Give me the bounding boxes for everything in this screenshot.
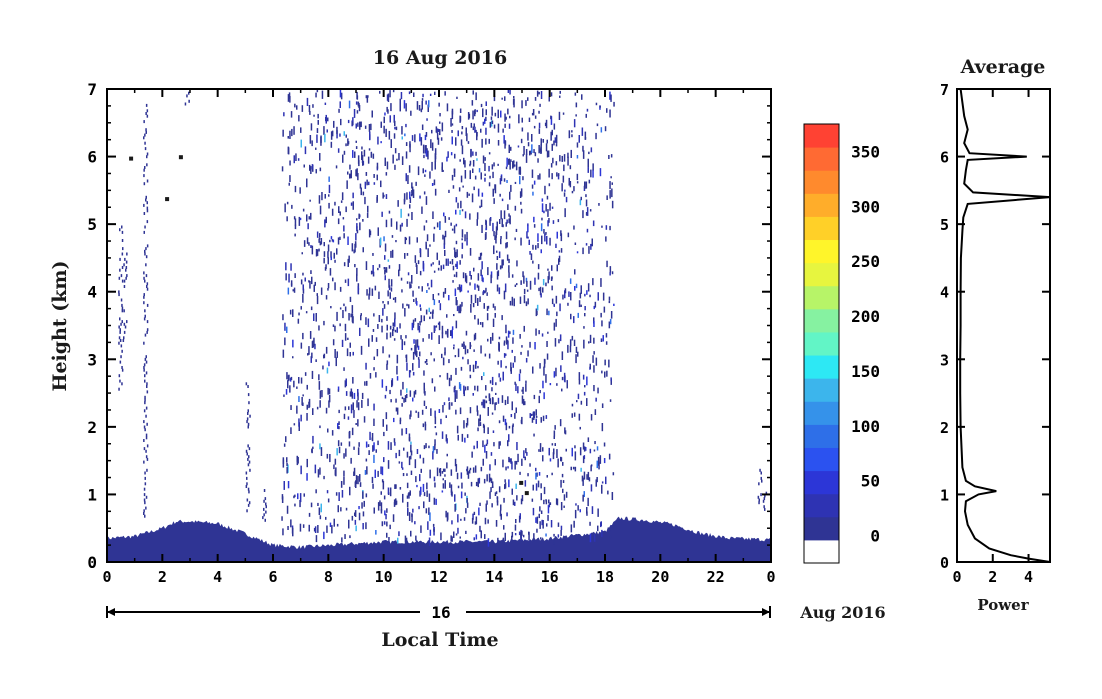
colorbar-tick-label: 100 bbox=[851, 417, 880, 436]
colorbar-swatch bbox=[804, 355, 839, 379]
heatmap-y-tick-label: 5 bbox=[87, 215, 97, 234]
heatmap-x-tick-label: 16 bbox=[541, 568, 559, 586]
colorbar-swatch bbox=[804, 424, 839, 448]
heatmap-xlabel: Local Time bbox=[381, 629, 498, 651]
profile-series-line bbox=[959, 88, 1051, 563]
heatmap-y-tick-label: 1 bbox=[87, 485, 97, 504]
colorbar-swatch bbox=[804, 216, 839, 241]
colorbar-tick-label: 0 bbox=[870, 527, 880, 546]
colorbar-swatch bbox=[804, 470, 839, 495]
colorbar-frame bbox=[803, 123, 840, 564]
heatmap-y-tick-label: 6 bbox=[87, 148, 97, 167]
colorbar-swatch bbox=[804, 308, 839, 333]
colorbar-swatch bbox=[804, 285, 839, 310]
colorbar-swatch bbox=[804, 193, 839, 217]
heatmap-y-tick-label: 3 bbox=[87, 350, 97, 369]
colorbar-swatch bbox=[804, 262, 839, 287]
profile-y-tick-label: 3 bbox=[940, 351, 949, 369]
colorbar-swatch bbox=[804, 124, 839, 148]
profile-y-tick-label: 5 bbox=[940, 216, 949, 234]
profile-y-tick-label: 6 bbox=[940, 149, 949, 167]
day-label: 16 bbox=[431, 603, 450, 622]
heatmap-x-tick-label: 0 bbox=[766, 568, 775, 586]
date-suffix: Aug 2016 bbox=[799, 603, 885, 622]
colorbar-swatch bbox=[804, 378, 839, 402]
heatmap-x-tick-label: 22 bbox=[707, 568, 725, 586]
day-bar: 16 bbox=[106, 603, 771, 622]
heatmap-x-axis: 0 2 4 6 8 10 12 14 16 18 20 22 0 bbox=[102, 89, 776, 586]
profile-y-axis: 0 1 2 3 4 5 6 7 bbox=[940, 81, 1050, 572]
colorbar-swatch bbox=[804, 147, 839, 171]
heatmap-y-tick-label: 0 bbox=[87, 553, 97, 572]
colorbar-swatch bbox=[804, 401, 839, 425]
colorbar-tick-label: 250 bbox=[851, 252, 880, 271]
profile-y-tick-label: 1 bbox=[940, 486, 949, 504]
colorbar-swatch bbox=[804, 331, 839, 356]
heatmap-ylabel: Height (km) bbox=[49, 261, 71, 392]
colorbar-tick-label: 300 bbox=[851, 197, 880, 216]
colorbar-tick-label: 150 bbox=[851, 362, 880, 381]
colorbar-swatch bbox=[804, 493, 839, 518]
heatmap-plot-area bbox=[107, 89, 771, 562]
colorbar-tick-label: 50 bbox=[861, 472, 880, 491]
heatmap-x-tick-label: 0 bbox=[102, 568, 111, 586]
surface-layer bbox=[107, 516, 771, 562]
echo-noise bbox=[118, 89, 768, 547]
profile-y-tick-label: 0 bbox=[940, 554, 949, 572]
colorbar-swatch bbox=[804, 239, 839, 264]
heatmap-x-tick-label: 10 bbox=[375, 568, 393, 586]
heatmap-x-tick-label: 14 bbox=[485, 568, 503, 586]
heatmap-x-tick-label: 12 bbox=[430, 568, 448, 586]
heatmap-x-tick-label: 18 bbox=[596, 568, 614, 586]
colorbar-swatch bbox=[804, 516, 839, 541]
heatmap-x-tick-label: 4 bbox=[213, 568, 222, 586]
profile-frame bbox=[956, 88, 1051, 563]
average-profile-chart: Average 0 2 4 0 1 2 3 4 5 6 7 Power bbox=[940, 56, 1051, 614]
heatmap-x-tick-label: 8 bbox=[324, 568, 333, 586]
profile-x-tick-label: 4 bbox=[1024, 568, 1033, 586]
heatmap-title: 16 Aug 2016 bbox=[373, 47, 507, 69]
profile-x-tick-label: 0 bbox=[952, 568, 961, 586]
profile-y-tick-label: 2 bbox=[940, 419, 949, 437]
colorbar-swatch bbox=[804, 447, 839, 472]
heatmap-y-tick-label: 7 bbox=[87, 80, 97, 99]
colorbar: 0 50 100 150 200 250 300 350 bbox=[803, 123, 880, 564]
colorbar-tick-label: 350 bbox=[851, 142, 880, 161]
colorbar-swatch bbox=[804, 539, 839, 564]
profile-xlabel: Power bbox=[977, 596, 1029, 614]
profile-y-tick-label: 4 bbox=[940, 284, 949, 302]
profile-x-tick-label: 2 bbox=[988, 568, 997, 586]
heatmap-y-tick-label: 4 bbox=[87, 283, 97, 302]
heatmap-x-tick-label: 2 bbox=[158, 568, 167, 586]
heatmap-x-tick-label: 6 bbox=[268, 568, 277, 586]
profile-x-axis: 0 2 4 bbox=[952, 89, 1033, 586]
profile-title: Average bbox=[960, 56, 1046, 78]
profile-y-tick-label: 7 bbox=[940, 81, 949, 99]
colorbar-tick-label: 200 bbox=[851, 307, 880, 326]
heatmap-x-tick-label: 20 bbox=[651, 568, 669, 586]
heatmap-y-axis: 0 1 2 3 4 5 6 7 bbox=[87, 80, 771, 572]
heatmap-y-tick-label: 2 bbox=[87, 418, 97, 437]
colorbar-swatch bbox=[804, 170, 839, 194]
